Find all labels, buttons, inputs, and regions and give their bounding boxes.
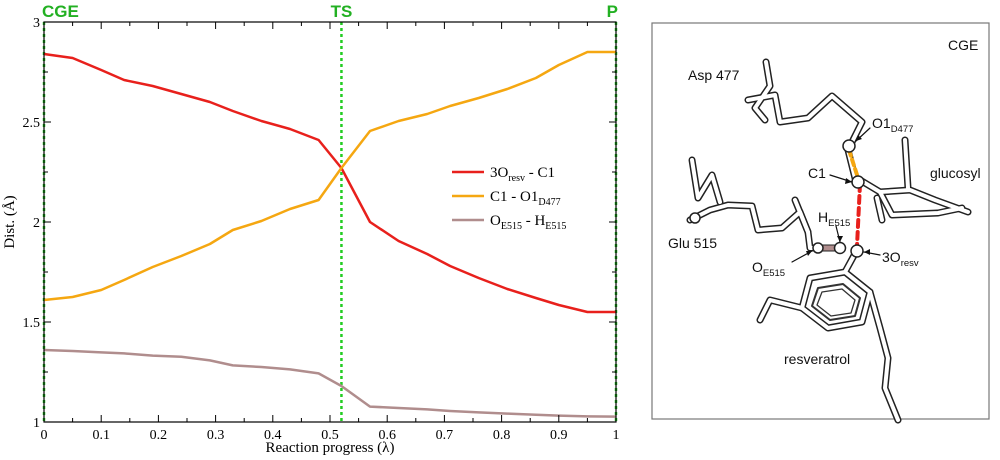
label-h-e515: HE515 xyxy=(818,209,850,229)
x-tick-label: 0.1 xyxy=(92,428,110,443)
y-tick-label: 2 xyxy=(33,216,40,231)
x-tick-label: 0.9 xyxy=(550,428,568,443)
label-3o-resv: 3Oresv xyxy=(882,249,919,269)
y-axis-ticks: 1 1.5 2 2.5 3 xyxy=(23,16,616,431)
series-line-2 xyxy=(43,50,616,302)
y-tick-label: 2.5 xyxy=(23,116,41,131)
label-glu-515: Glu 515 xyxy=(668,235,717,251)
line-chart: 0 0.1 0.2 0.3 0.4 0.5 0.6 0.7 0.8 0.9 1 11.522.53 … xyxy=(2,2,620,456)
label-o-e515: OE515 xyxy=(752,259,785,279)
x-tick-label: 0.7 xyxy=(436,428,454,443)
legend-label-series-2: C1 - O1D477 xyxy=(490,189,561,208)
series-layer xyxy=(43,50,617,418)
stage-labels: CGE TS P xyxy=(42,2,618,21)
series-line-3 xyxy=(43,348,617,418)
y-axis-title: Dist. (Å) xyxy=(2,195,18,248)
legend: 3Oresv - C1 C1 - O1D477 OE515 - HE515 xyxy=(452,165,566,232)
label-o1-d477: O1D477 xyxy=(872,115,913,135)
label-resveratrol: resveratrol xyxy=(784,351,850,367)
legend-label-series-3: OE515 - HE515 xyxy=(490,213,566,232)
y-tick-label: 1 xyxy=(33,416,40,431)
label-c1: C1 xyxy=(808,165,826,181)
molecule-panel-title: CGE xyxy=(948,37,978,53)
x-tick-label: 0.5 xyxy=(321,428,339,443)
molecule-panel-frame xyxy=(651,22,990,420)
legend-label-series-1: 3Oresv - C1 xyxy=(490,165,555,184)
x-axis-ticks: 0 0.1 0.2 0.3 0.4 0.5 0.6 0.7 0.8 0.9 1 xyxy=(41,22,620,443)
label-asp-477: Asp 477 xyxy=(688,67,740,83)
stick-model-drawing xyxy=(686,58,972,424)
y-tick-label: 3 xyxy=(33,16,40,31)
x-tick-label: 0.6 xyxy=(378,428,396,443)
label-glucosyl: glucosyl xyxy=(930,165,981,181)
x-tick-label: 0.8 xyxy=(493,428,511,443)
stage-label-cge: CGE xyxy=(42,2,79,21)
stage-label-ts: TS xyxy=(331,2,353,21)
x-axis-title: Reaction progress (λ) xyxy=(266,440,395,456)
y-tick-label: 1.5 xyxy=(23,316,41,331)
series-line-1 xyxy=(43,52,616,314)
x-tick-label: 0.3 xyxy=(207,428,225,443)
x-tick-label: 0.4 xyxy=(264,428,282,443)
x-tick-label: 0 xyxy=(41,428,48,443)
x-tick-label: 0.2 xyxy=(150,428,168,443)
molecule-structure-panel: CGE xyxy=(651,22,990,424)
stage-label-p: P xyxy=(607,2,618,21)
x-tick-label: 1 xyxy=(613,428,620,443)
